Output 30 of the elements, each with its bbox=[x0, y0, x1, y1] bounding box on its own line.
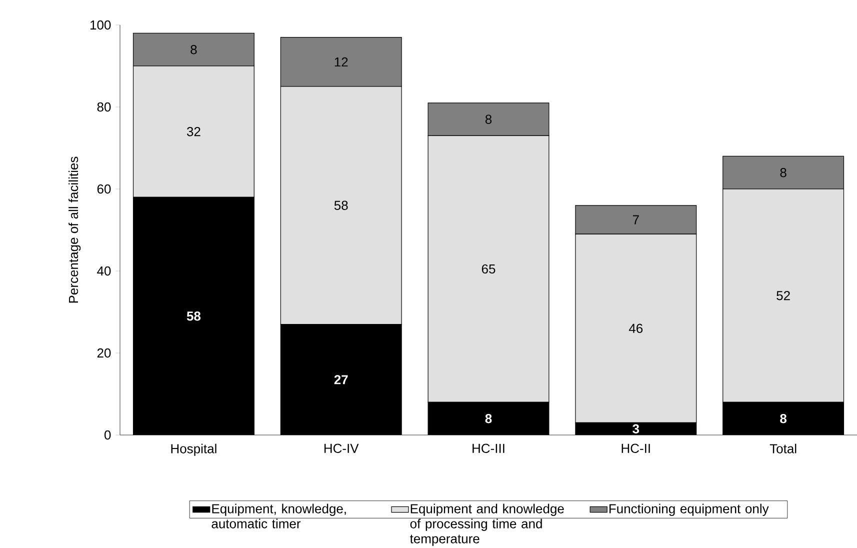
legend-label: Equipment, knowledge, automatic timer bbox=[212, 504, 346, 528]
y-tick-label: 100 bbox=[90, 20, 111, 30]
data-label: 58 bbox=[186, 311, 201, 321]
data-label: 8 bbox=[190, 44, 197, 54]
x-tick-label: HC-IV bbox=[324, 444, 359, 453]
data-label: 12 bbox=[334, 57, 348, 66]
legend-label: Functioning equipment only bbox=[609, 504, 769, 516]
x-tick-label: Hospital bbox=[171, 444, 216, 456]
data-label: 8 bbox=[780, 414, 787, 424]
data-label: 8 bbox=[485, 414, 492, 424]
data-label: 27 bbox=[334, 375, 348, 384]
x-tick-label: Total bbox=[770, 444, 796, 454]
y-axis-title: Percentage of all facilities bbox=[68, 156, 81, 303]
data-label: 8 bbox=[485, 114, 492, 124]
data-label: 46 bbox=[628, 324, 643, 333]
y-tick-label: 60 bbox=[97, 184, 111, 194]
x-tick-label: HC-III bbox=[472, 444, 504, 453]
data-label: 52 bbox=[776, 290, 790, 300]
data-label: 32 bbox=[186, 126, 200, 136]
data-label: 8 bbox=[780, 168, 786, 178]
x-tick-label: HC-II bbox=[622, 444, 650, 453]
y-tick-label: 0 bbox=[104, 430, 111, 440]
y-tick-label: 20 bbox=[97, 348, 111, 358]
data-label: 3 bbox=[632, 424, 640, 434]
legend-label: Equipment and knowledge of processing time and temperature bbox=[410, 504, 564, 546]
y-tick-label: 80 bbox=[97, 102, 111, 112]
data-label: 58 bbox=[334, 200, 348, 210]
data-label: 7 bbox=[632, 215, 639, 224]
data-label: 65 bbox=[482, 264, 496, 274]
y-tick-label: 40 bbox=[97, 266, 111, 276]
